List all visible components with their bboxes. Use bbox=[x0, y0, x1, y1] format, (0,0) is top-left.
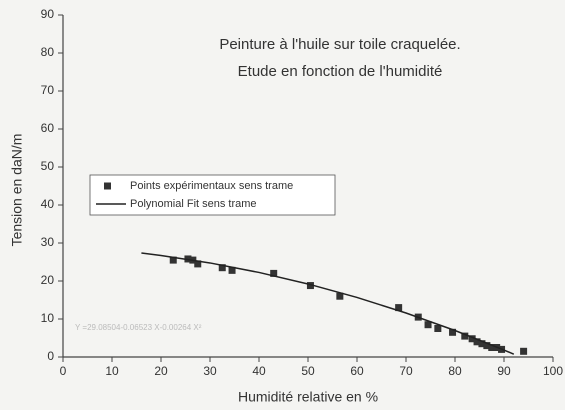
x-tick-label: 30 bbox=[203, 364, 217, 378]
x-tick-label: 20 bbox=[154, 364, 168, 378]
data-point bbox=[483, 342, 491, 350]
x-tick-label: 80 bbox=[448, 364, 462, 378]
data-point bbox=[468, 335, 476, 343]
x-tick-label: 0 bbox=[60, 364, 67, 378]
x-tick-label: 100 bbox=[543, 364, 563, 378]
y-tick-label: 90 bbox=[41, 7, 55, 21]
y-tick-label: 40 bbox=[41, 197, 55, 211]
chart-title: Peinture à l'huile sur toile craquelée. bbox=[219, 36, 460, 53]
data-point bbox=[434, 325, 442, 332]
y-tick-label: 30 bbox=[41, 235, 55, 249]
data-point bbox=[395, 304, 403, 312]
data-point bbox=[218, 264, 226, 272]
legend-marker bbox=[104, 182, 111, 190]
chart-subtitle: Etude en fonction de l'humidité bbox=[238, 63, 443, 80]
x-tick-label: 10 bbox=[105, 364, 119, 378]
data-point bbox=[424, 321, 432, 329]
legend bbox=[89, 174, 336, 216]
data-point bbox=[306, 282, 314, 290]
fit-line bbox=[141, 252, 515, 355]
data-point bbox=[488, 344, 496, 351]
data-point bbox=[473, 338, 481, 346]
y-tick-label: 10 bbox=[41, 311, 55, 325]
data-point bbox=[461, 332, 469, 340]
y-tick-label: 20 bbox=[41, 273, 55, 287]
y-tick-label: 50 bbox=[41, 159, 55, 173]
data-point bbox=[228, 266, 236, 274]
y-tick-label: 80 bbox=[41, 45, 55, 59]
data-point bbox=[520, 347, 528, 355]
data-point bbox=[478, 340, 486, 348]
legend-label: Polynomial Fit sens trame bbox=[130, 198, 257, 210]
x-tick-label: 70 bbox=[399, 364, 413, 378]
y-tick-label: 60 bbox=[41, 121, 55, 135]
x-tick-label: 50 bbox=[301, 364, 315, 378]
x-tick-label: 60 bbox=[350, 364, 364, 378]
data-point bbox=[270, 269, 278, 277]
legend-label: Points expérimentaux sens trame bbox=[130, 180, 293, 192]
y-tick-label: 70 bbox=[41, 83, 55, 97]
x-axis-label: Humidité relative en % bbox=[238, 389, 378, 405]
fit-equation: Y =29.08504-0.06523 X-0.00264 X² bbox=[75, 323, 202, 332]
y-axis-label: Tension en daN/m bbox=[9, 134, 25, 247]
x-tick-label: 40 bbox=[252, 364, 266, 378]
x-tick-label: 90 bbox=[497, 364, 511, 378]
data-point bbox=[336, 292, 344, 300]
y-tick-label: 0 bbox=[47, 349, 54, 363]
data-point bbox=[449, 328, 457, 336]
data-point bbox=[169, 256, 177, 264]
data-point bbox=[194, 260, 202, 268]
